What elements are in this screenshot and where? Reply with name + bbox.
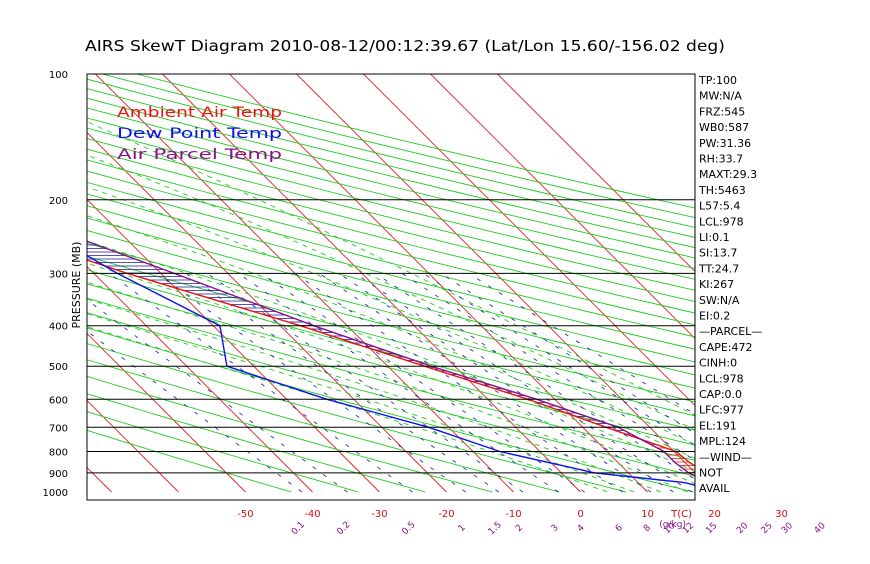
index-value: MAXT:29.3 [699, 168, 757, 181]
mixing-ratio-tick-label: 1.5 [487, 520, 504, 537]
mixing-ratio-tick-label: 0.2 [335, 520, 352, 537]
pressure-tick-label: 600 [49, 395, 68, 406]
moist-adiabat-line [0, 74, 661, 492]
x-axis-unit-label: T(C) [670, 509, 692, 520]
index-value: LI:0.1 [699, 231, 730, 244]
mixing-ratio-line [186, 273, 499, 492]
pressure-tick-label: 800 [49, 448, 68, 459]
bottom-temp-tick-label: -50 [237, 509, 253, 520]
mixing-ratio-tick-label: 3 [550, 523, 561, 534]
mixing-ratio-tick-label: 15 [704, 521, 719, 536]
pressure-tick-label: 900 [49, 469, 68, 480]
mixing-ratio-tick-label: 8 [642, 523, 653, 534]
mixing-ratio-tick-label: 20 [735, 521, 750, 536]
index-value: PW:31.36 [699, 137, 751, 150]
mixing-ratio-unit-label: (g/kg) [659, 520, 686, 530]
index-value: AVAIL [699, 482, 730, 495]
index-value: —PARCEL— [699, 325, 762, 338]
bottom-temp-tick-label: 0 [577, 509, 583, 520]
isotherm-line [498, 74, 870, 492]
mixing-ratio-tick-label: 40 [813, 521, 828, 536]
mixing-ratio-tick-label: 1 [457, 523, 468, 534]
mixing-ratio-line [52, 273, 348, 492]
mixing-ratio-line [239, 273, 559, 492]
bottom-temp-tick-label: -30 [371, 509, 387, 520]
index-value: MW:N/A [699, 90, 742, 103]
mixing-ratio-tick-label: 30 [780, 521, 795, 536]
index-value: WB0:587 [699, 121, 749, 134]
moist-adiabat-line [0, 74, 714, 492]
pressure-tick-label: 100 [49, 70, 68, 81]
isotherm-line [297, 74, 715, 492]
pressure-tick-label: 200 [49, 196, 68, 207]
index-value: L57:5.4 [699, 200, 740, 213]
index-value: NOT [699, 467, 723, 480]
pressure-tick-label: 300 [49, 269, 68, 280]
mixing-ratio-line [11, 273, 302, 492]
index-value: SW:N/A [699, 294, 740, 307]
isotherm-line [0, 74, 45, 492]
index-value: FRZ:545 [699, 105, 745, 118]
mixing-ratio-tick-label: 25 [760, 521, 775, 536]
mixing-ratio-tick-label: 6 [614, 523, 625, 534]
index-value: LCL:978 [699, 372, 744, 385]
index-value: TP:100 [698, 74, 737, 87]
bottom-temp-tick-label: 30 [775, 509, 788, 520]
bottom-temp-tick-label: 20 [708, 509, 721, 520]
pressure-tick-label: 500 [49, 362, 68, 373]
bottom-temp-tick-label: -20 [438, 509, 454, 520]
y-axis-label: PRESSURE (MB) [70, 242, 83, 329]
index-value: RH:33.7 [699, 153, 743, 166]
bottom-temp-tick-label: -40 [304, 509, 320, 520]
index-value: LCL:978 [699, 215, 744, 228]
dry-adiabat-line [0, 74, 626, 492]
index-value: SI:13.7 [699, 247, 737, 260]
mixing-ratio-line [295, 273, 623, 492]
pressure-tick-label: 700 [49, 423, 68, 434]
mixing-ratio-line [355, 273, 692, 492]
mixing-ratio-line [469, 273, 824, 492]
chart-title: AIRS SkewT Diagram 2010-08-12/00:12:39.6… [85, 37, 725, 55]
legend-entry: Ambient Air Temp [117, 105, 282, 121]
bottom-temp-tick-label: -10 [505, 509, 521, 520]
index-value: MPL:124 [699, 435, 746, 448]
index-value: EI:0.2 [699, 310, 730, 323]
mixing-ratio-tick-label: 4 [576, 523, 587, 534]
mixing-ratio-tick-label: 2 [514, 523, 525, 534]
mixing-ratio-tick-label: 0.5 [400, 520, 417, 537]
bottom-temp-tick-label: 10 [641, 509, 654, 520]
index-value: TH:5463 [698, 184, 746, 197]
index-value: CAP:0.0 [699, 388, 742, 401]
mixing-ratio-tick-label: 0.1 [290, 520, 307, 537]
index-value: EL:191 [699, 419, 737, 432]
pressure-tick-label: 400 [49, 322, 68, 333]
index-value: CAPE:472 [699, 341, 753, 354]
isotherm-line [431, 74, 849, 492]
index-value: CINH:0 [699, 357, 737, 370]
index-value: KI:267 [699, 278, 734, 291]
index-value: LFC:977 [699, 404, 744, 417]
pressure-tick-label: 1000 [43, 488, 68, 499]
legend-entry: Dew Point Temp [117, 126, 282, 142]
index-value: TT:24.7 [698, 262, 739, 275]
index-value: —WIND— [699, 451, 752, 464]
legend-entry: Air Parcel Temp [117, 147, 282, 163]
